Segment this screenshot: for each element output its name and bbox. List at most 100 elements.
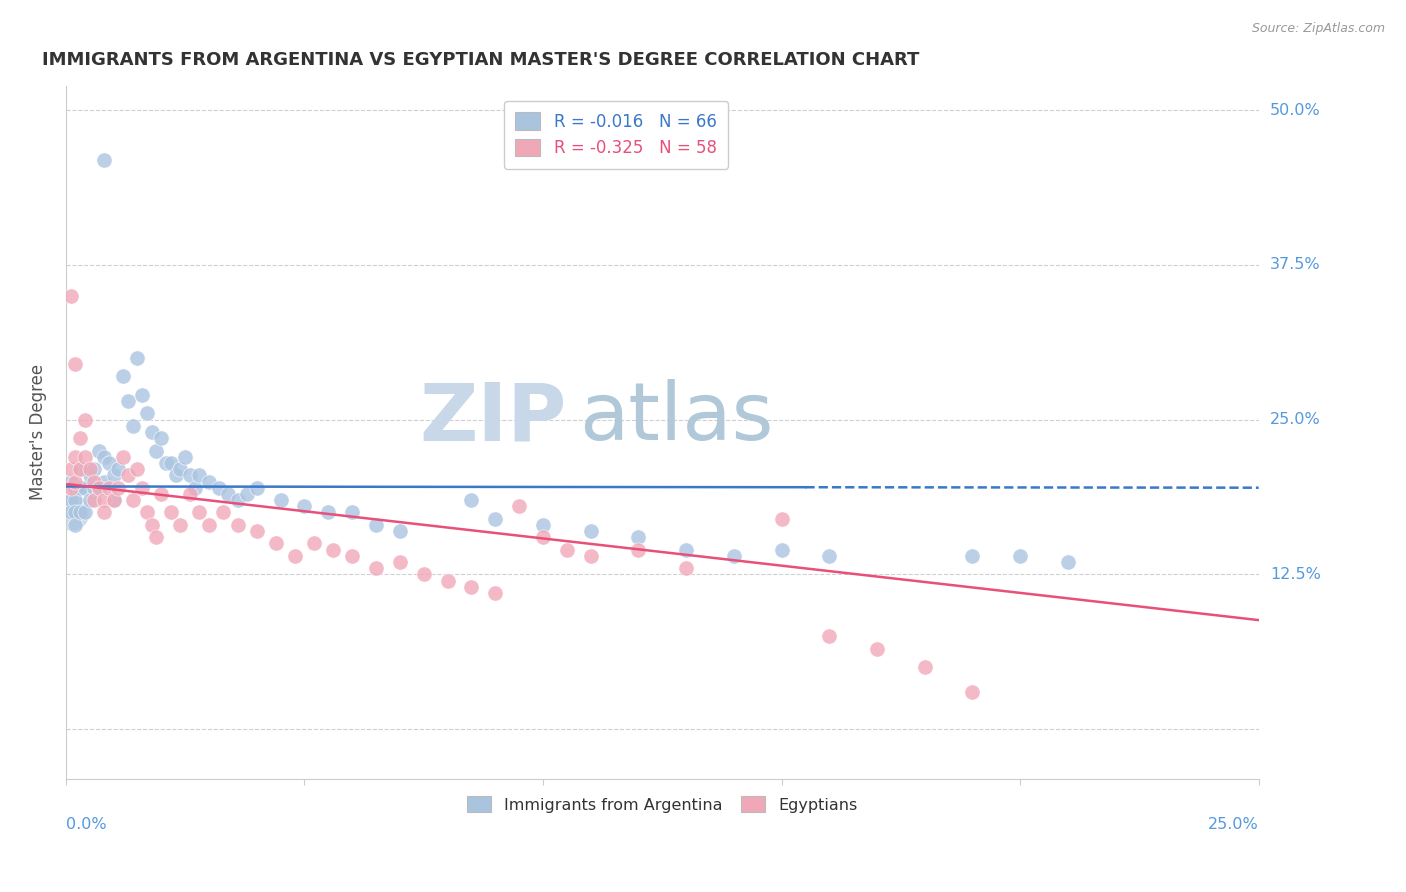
Point: [183, 481, 205, 495]
Point: [579, 524, 602, 538]
Point: [723, 549, 745, 563]
Point: [65, 450, 87, 464]
Point: [159, 456, 181, 470]
Point: [531, 517, 554, 532]
Point: [531, 530, 554, 544]
Point: [117, 468, 139, 483]
Point: [460, 493, 482, 508]
Point: [264, 536, 287, 550]
Point: [198, 475, 221, 489]
Point: [555, 542, 578, 557]
Point: [73, 481, 96, 495]
Point: [69, 505, 91, 519]
Text: 0.0%: 0.0%: [66, 817, 107, 832]
Point: [962, 685, 984, 699]
Text: 25.0%: 25.0%: [1270, 412, 1320, 427]
Point: [207, 481, 229, 495]
Point: [302, 536, 325, 550]
Point: [150, 431, 173, 445]
Point: [79, 462, 101, 476]
Point: [292, 500, 315, 514]
Point: [284, 549, 307, 563]
Point: [579, 549, 602, 563]
Point: [484, 511, 506, 525]
Point: [818, 549, 841, 563]
Point: [79, 468, 101, 483]
Point: [136, 505, 159, 519]
Point: [236, 487, 259, 501]
Point: [112, 450, 135, 464]
Point: [107, 462, 129, 476]
Point: [508, 500, 530, 514]
Point: [322, 542, 344, 557]
Point: [217, 487, 239, 501]
Point: [484, 586, 506, 600]
Point: [388, 555, 411, 569]
Point: [165, 468, 187, 483]
Point: [770, 511, 793, 525]
Point: [83, 462, 105, 476]
Point: [127, 462, 149, 476]
Point: [69, 481, 91, 495]
Point: [107, 481, 129, 495]
Point: [65, 493, 87, 508]
Point: [69, 431, 91, 445]
Point: [73, 412, 96, 426]
Point: [145, 530, 167, 544]
Point: [962, 549, 984, 563]
Point: [97, 456, 120, 470]
Point: [866, 641, 889, 656]
Point: [388, 524, 411, 538]
Point: [627, 530, 650, 544]
Point: [169, 517, 191, 532]
Point: [97, 481, 120, 495]
Text: atlas: atlas: [579, 379, 773, 458]
Point: [340, 549, 363, 563]
Point: [117, 394, 139, 409]
Point: [79, 493, 101, 508]
Point: [169, 462, 191, 476]
Text: IMMIGRANTS FROM ARGENTINA VS EGYPTIAN MASTER'S DEGREE CORRELATION CHART: IMMIGRANTS FROM ARGENTINA VS EGYPTIAN MA…: [42, 51, 920, 69]
Point: [226, 517, 249, 532]
Point: [141, 425, 163, 439]
Point: [246, 481, 269, 495]
Point: [159, 505, 181, 519]
Point: [103, 468, 125, 483]
Point: [316, 505, 339, 519]
Text: 37.5%: 37.5%: [1270, 258, 1320, 272]
Point: [460, 580, 482, 594]
Point: [270, 493, 292, 508]
Point: [69, 462, 91, 476]
Point: [103, 493, 125, 508]
Point: [198, 517, 221, 532]
Point: [83, 481, 105, 495]
Point: [93, 493, 115, 508]
Point: [59, 505, 82, 519]
Point: [226, 493, 249, 508]
Point: [121, 418, 143, 433]
Point: [65, 505, 87, 519]
Point: [73, 505, 96, 519]
Text: 12.5%: 12.5%: [1270, 566, 1320, 582]
Legend: Immigrants from Argentina, Egyptians: Immigrants from Argentina, Egyptians: [461, 789, 863, 819]
Point: [59, 462, 82, 476]
Point: [65, 481, 87, 495]
Point: [246, 524, 269, 538]
Point: [145, 443, 167, 458]
Point: [436, 574, 458, 588]
Point: [73, 450, 96, 464]
Point: [141, 517, 163, 532]
Point: [127, 351, 149, 365]
Text: 25.0%: 25.0%: [1208, 817, 1258, 832]
Point: [627, 542, 650, 557]
Point: [65, 475, 87, 489]
Text: ZIP: ZIP: [419, 379, 567, 458]
Point: [103, 493, 125, 508]
Point: [59, 493, 82, 508]
Point: [188, 505, 211, 519]
Point: [69, 462, 91, 476]
Point: [59, 505, 82, 519]
Point: [131, 481, 153, 495]
Point: [136, 407, 159, 421]
Point: [93, 505, 115, 519]
